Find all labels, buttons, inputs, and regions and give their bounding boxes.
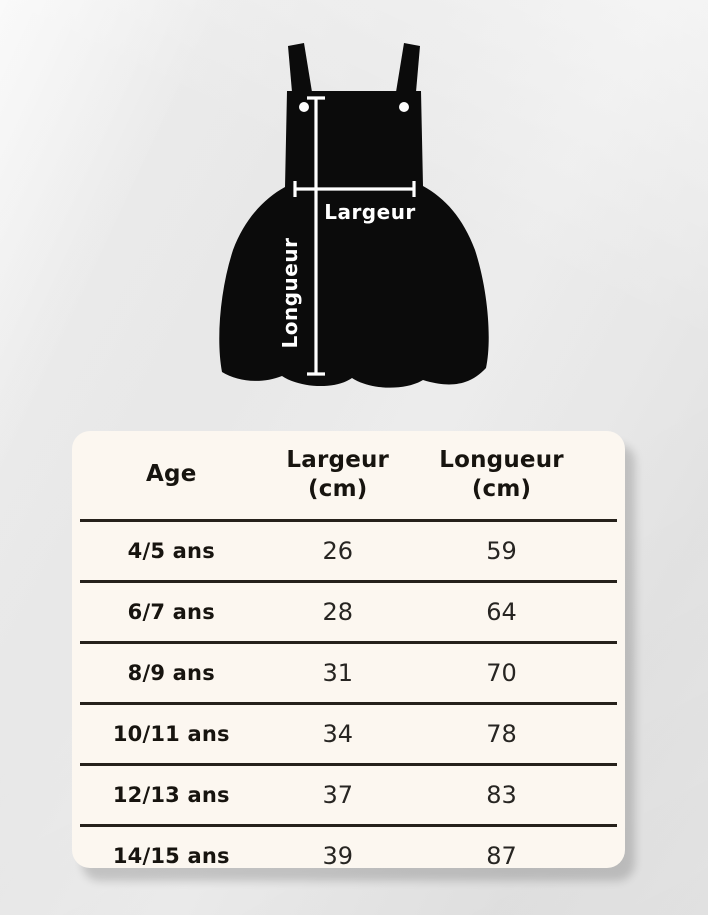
largeur-cell: 34: [322, 720, 354, 748]
header-largeur-unit: (cm): [308, 476, 368, 502]
header-age-label: Age: [146, 461, 197, 488]
header-largeur: Largeur (cm): [263, 446, 413, 505]
header-longueur-unit: (cm): [471, 476, 532, 502]
length-measure-line: [307, 96, 325, 376]
dress-diagram: Largeur Longueur: [219, 43, 489, 388]
table-row: 12/13 ans 37 83: [80, 763, 617, 824]
largeur-cell: 26: [322, 537, 354, 565]
age-cell: 12/13 ans: [112, 783, 230, 807]
size-chart-card: Age Largeur (cm) Longueur (cm) 4/5 ans 2…: [72, 431, 625, 870]
width-label: Largeur: [324, 200, 416, 224]
largeur-cell: 31: [322, 659, 354, 687]
table-row: 4/5 ans 26 59: [80, 519, 617, 580]
length-label: Longueur: [278, 238, 302, 349]
dress-left-strap: [288, 43, 312, 92]
header-longueur: Longueur (cm): [413, 446, 590, 505]
age-cell: 10/11 ans: [112, 722, 230, 746]
longueur-cell: 64: [486, 598, 517, 626]
longueur-cell: 83: [486, 781, 517, 809]
longueur-cell: 59: [486, 537, 517, 565]
table-row: 10/11 ans 34 78: [80, 702, 617, 763]
left-button-dot: [299, 102, 309, 112]
age-cell: 4/5 ans: [127, 539, 215, 563]
dress-right-strap: [396, 43, 420, 92]
largeur-cell: 37: [322, 781, 354, 809]
header-longueur-label: Longueur: [439, 446, 564, 473]
dress-silhouette: [219, 43, 489, 388]
table-row: 8/9 ans 31 70: [80, 641, 617, 702]
largeur-cell: 28: [322, 598, 354, 626]
header-age: Age: [80, 460, 263, 489]
header-largeur-label: Largeur: [286, 446, 390, 473]
longueur-cell: 87: [486, 842, 517, 870]
table-row: 6/7 ans 28 64: [80, 580, 617, 641]
longueur-cell: 78: [486, 720, 517, 748]
longueur-cell: 70: [486, 659, 517, 687]
age-cell: 14/15 ans: [112, 844, 230, 868]
largeur-cell: 39: [322, 842, 354, 870]
age-cell: 8/9 ans: [127, 661, 215, 685]
age-cell: 6/7 ans: [127, 600, 215, 624]
right-button-dot: [399, 102, 409, 112]
table-header-row: Age Largeur (cm) Longueur (cm): [80, 431, 617, 519]
table-row: 14/15 ans 39 87: [80, 824, 617, 885]
width-measure-line: [293, 181, 416, 197]
dress-body: [219, 91, 489, 388]
